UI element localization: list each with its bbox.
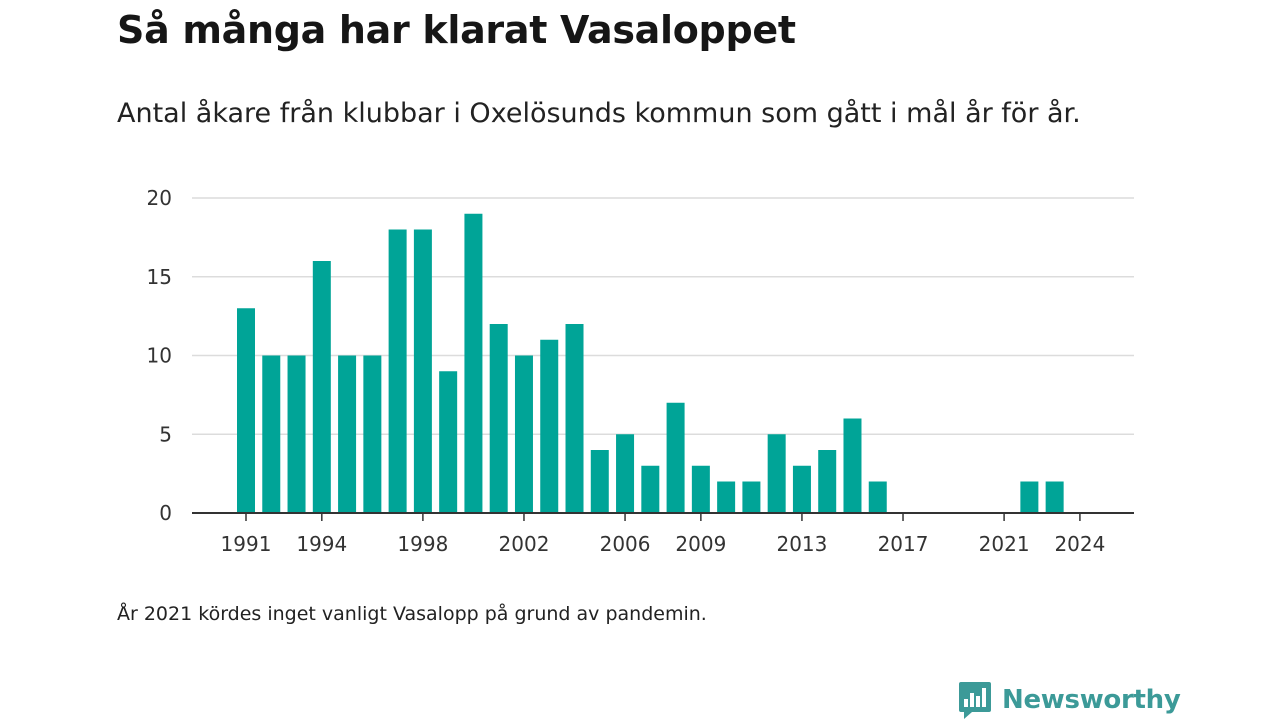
- bar: [413, 229, 432, 513]
- x-tick-label: 2017: [878, 532, 929, 556]
- bar: [262, 355, 281, 513]
- bar: [616, 434, 635, 513]
- bar: [717, 481, 736, 513]
- bar: [363, 355, 382, 513]
- y-tick-label: 20: [147, 186, 172, 210]
- x-tick-label: 2024: [1054, 532, 1105, 556]
- x-tick-label: 1998: [397, 532, 448, 556]
- y-tick-label: 15: [147, 265, 172, 289]
- bar: [464, 213, 483, 513]
- newsworthy-bar-chart-icon: [959, 682, 991, 719]
- bar: [1020, 481, 1039, 513]
- bar: [1045, 481, 1064, 513]
- x-tick-label: 1994: [296, 532, 347, 556]
- x-tick-label: 2013: [776, 532, 827, 556]
- bar: [767, 434, 786, 513]
- bar: [818, 450, 837, 513]
- bar: [742, 481, 761, 513]
- bar: [691, 465, 710, 513]
- bar-chart: 0 5 10 15 20 1991 1994 1998 2002 2006 2009 2013 2017…: [147, 186, 1134, 556]
- bar: [514, 355, 533, 513]
- x-tick-label: 2002: [499, 532, 550, 556]
- bar: [312, 261, 331, 513]
- bar: [590, 450, 609, 513]
- bar: [565, 324, 584, 513]
- bar: [338, 355, 357, 513]
- bar: [489, 324, 508, 513]
- chart-subtitle: Antal åkare från klubbar i Oxelösunds ko…: [117, 98, 1081, 129]
- y-tick-label: 10: [147, 344, 172, 368]
- x-tick-label: 1991: [221, 532, 272, 556]
- bar: [439, 371, 458, 513]
- bar: [540, 339, 559, 513]
- bar: [287, 355, 306, 513]
- y-tick-label: 5: [159, 422, 172, 446]
- bar: [868, 481, 887, 513]
- x-tick-label: 2009: [675, 532, 726, 556]
- footnote: År 2021 kördes inget vanligt Vasalopp på…: [117, 603, 707, 625]
- bar: [388, 229, 407, 513]
- y-tick-label: 0: [159, 501, 172, 525]
- x-tick-label: 2021: [979, 532, 1030, 556]
- bar: [237, 308, 255, 513]
- bar: [792, 465, 811, 513]
- chart-title: Så många har klarat Vasaloppet: [117, 8, 796, 52]
- bar: [843, 418, 862, 513]
- bar: [666, 402, 685, 513]
- logo-text: Newsworthy: [1002, 685, 1181, 715]
- newsworthy-logo: Newsworthy: [958, 680, 1181, 720]
- bar: [641, 465, 660, 513]
- x-tick-label: 2006: [600, 532, 651, 556]
